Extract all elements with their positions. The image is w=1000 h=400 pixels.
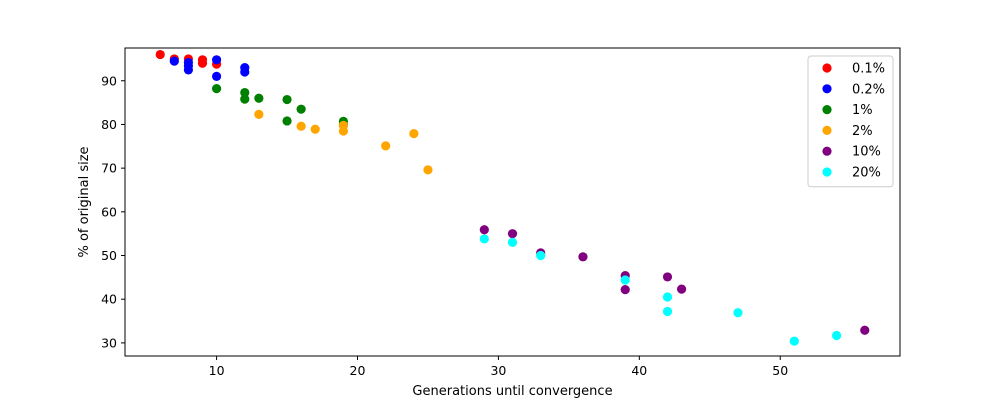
point-series-5-6: [733, 308, 743, 318]
y-tick-label: 70: [101, 161, 117, 176]
point-series-1-4: [211, 55, 222, 65]
point-series-3-7: [423, 165, 433, 175]
y-tick-label: 50: [101, 248, 117, 263]
point-series-1-7: [240, 67, 250, 77]
y-axis-label: % of original size: [77, 146, 92, 257]
point-series-1-5: [211, 71, 222, 81]
legend-label: 1%: [852, 103, 873, 118]
point-series-2-0: [211, 84, 222, 94]
point-series-5-7: [789, 336, 799, 346]
point-series-4-7: [676, 284, 687, 294]
point-series-4-8: [860, 325, 870, 335]
point-series-2-4: [282, 94, 292, 105]
legend: 0.1% 0.2% 1% 2% 10% 20%: [807, 55, 894, 188]
x-tick-label: 40: [631, 363, 647, 378]
point-series-5-5: [662, 306, 673, 317]
point-series-4-5: [620, 284, 630, 295]
legend-marker: [822, 105, 832, 115]
x-axis-ticks: 10 20 30 40 50: [209, 356, 788, 378]
point-series-3-2: [310, 124, 320, 134]
point-series-0-0: [155, 49, 165, 60]
plot-frame: [124, 47, 901, 357]
legend-marker: [822, 167, 832, 177]
x-tick-label: 30: [490, 363, 506, 378]
point-series-2-1: [240, 87, 250, 98]
point-series-2-3: [254, 93, 264, 103]
point-series-4-6: [662, 272, 673, 282]
y-tick-label: 60: [101, 204, 117, 219]
x-tick-label: 10: [209, 363, 225, 378]
x-tick-label: 50: [772, 363, 788, 378]
y-tick-label: 90: [101, 73, 117, 88]
point-series-2-5: [296, 104, 306, 114]
legend-label: 2%: [852, 124, 873, 139]
point-series-5-8: [831, 330, 842, 341]
point-series-2-6: [282, 116, 292, 126]
point-series-3-5: [409, 129, 419, 139]
point-series-4-1: [507, 229, 518, 239]
y-tick-label: 80: [101, 117, 117, 132]
point-series-2-2: [240, 94, 250, 104]
legend-marker: [822, 146, 832, 156]
y-tick-label: 40: [101, 292, 117, 307]
y-tick-label: 30: [101, 335, 117, 350]
legend-label: 0.1%: [852, 62, 885, 77]
legend-marker: [822, 84, 832, 94]
point-series-3-6: [381, 141, 391, 151]
x-tick-label: 20: [350, 363, 366, 378]
point-series-1-3: [183, 65, 194, 75]
legend-marker: [822, 63, 832, 73]
point-series-5-2: [536, 250, 546, 261]
data-points: [155, 49, 870, 346]
x-axis-label: Generations until convergence: [412, 384, 612, 399]
y-axis-ticks: 30 40 50 60 70 80 90: [101, 73, 125, 350]
point-series-3-0: [254, 109, 264, 120]
legend-label: 0.2%: [852, 82, 885, 97]
legend-label: 10%: [852, 145, 881, 160]
point-series-5-3: [620, 275, 630, 285]
point-series-4-3: [578, 252, 588, 262]
point-series-5-0: [479, 234, 489, 244]
point-series-0-4: [197, 58, 208, 68]
point-series-3-1: [296, 121, 306, 131]
point-series-3-4: [338, 126, 349, 136]
legend-marker: [822, 125, 832, 135]
legend-label: 20%: [852, 166, 881, 181]
point-series-5-1: [507, 237, 518, 248]
point-series-5-4: [662, 292, 673, 302]
point-series-1-0: [169, 56, 179, 66]
plot-area: [125, 48, 900, 356]
point-series-4-0: [479, 225, 489, 235]
